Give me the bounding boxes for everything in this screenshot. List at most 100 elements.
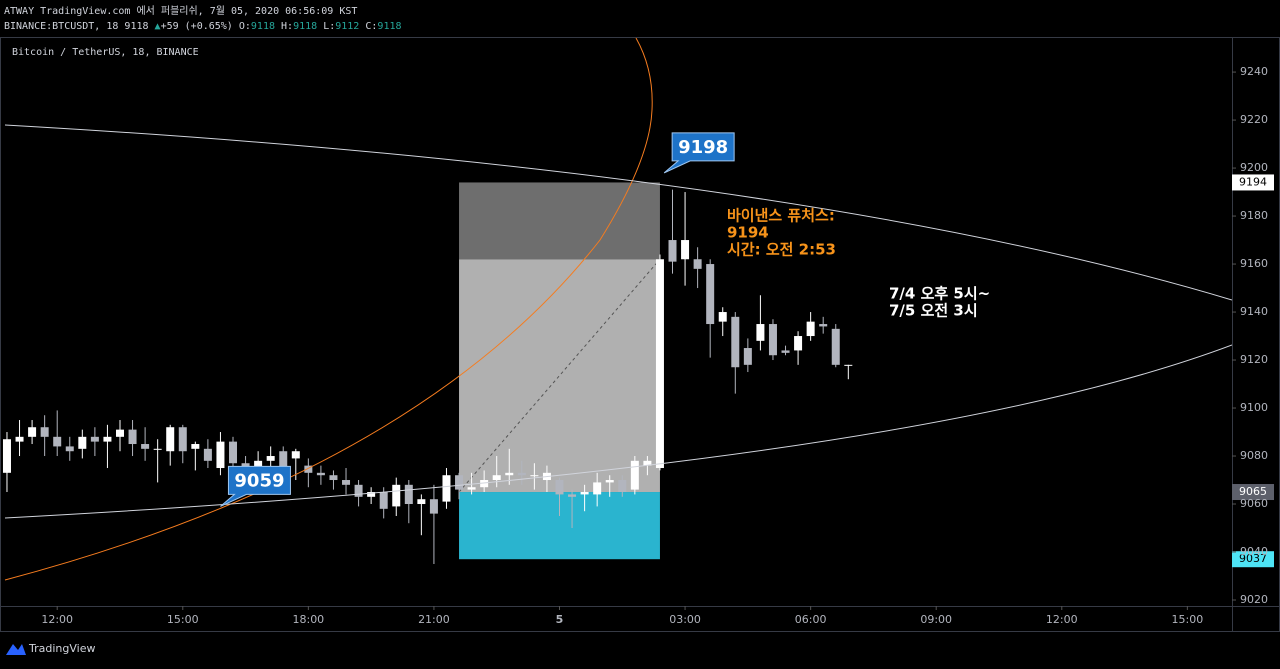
y-tick-label: 9200 <box>1240 161 1268 174</box>
ohlc-value: 9118 <box>293 21 317 32</box>
candle-body <box>593 482 602 495</box>
x-tick-label: 03:00 <box>669 613 701 626</box>
price-label-bg <box>1232 174 1274 191</box>
candle-body <box>681 240 690 260</box>
candle-body <box>178 427 187 452</box>
candle-body <box>467 487 476 490</box>
candle-body <box>505 472 514 476</box>
candle-body <box>442 475 451 502</box>
x-tick-label: 15:00 <box>167 613 199 626</box>
candle-body <box>530 475 539 477</box>
callout-label: 9059 <box>234 470 284 491</box>
candle-body <box>806 321 815 337</box>
candle-body <box>329 475 338 481</box>
candle-body <box>141 444 150 449</box>
x-tick-label: 06:00 <box>795 613 827 626</box>
candle-body <box>768 324 777 356</box>
candle-body <box>794 336 803 351</box>
candle-body <box>28 427 37 437</box>
x-tick-label: 09:00 <box>920 613 952 626</box>
ellipse-bottom <box>4 344 1232 519</box>
candle-body <box>115 429 124 437</box>
y-tick-label: 9220 <box>1240 113 1268 126</box>
price-label-bg <box>1232 484 1274 501</box>
price-label: 9065 <box>1239 485 1267 498</box>
candle-body <box>706 264 715 325</box>
candle-body <box>756 324 765 341</box>
candle-body <box>153 448 162 450</box>
ohlc-value: 9118 <box>377 21 401 32</box>
candle-body <box>844 364 853 366</box>
y-tick-label: 9100 <box>1240 401 1268 414</box>
candle-body <box>831 328 840 365</box>
candle-body <box>555 480 564 495</box>
last-price: 9118 <box>124 21 148 32</box>
candle-body <box>743 348 752 365</box>
footer-logo: TradingView <box>6 642 95 655</box>
candle-body <box>731 316 740 368</box>
annotation-orange: 9194 <box>727 224 769 242</box>
price-label: 9037 <box>1239 552 1267 565</box>
candle-body <box>166 427 175 452</box>
ohlc-label: H: <box>281 21 293 32</box>
candle-body <box>128 429 137 445</box>
symbol: BINANCE:BTCUSDT, 18 <box>4 21 118 32</box>
candle-body <box>229 441 238 464</box>
ohlc-label: C: <box>365 21 377 32</box>
annotation-orange: 시간: 오전 2:53 <box>727 241 836 259</box>
y-tick-label: 9120 <box>1240 353 1268 366</box>
price-label-bg <box>1232 551 1274 568</box>
chart-title: Bitcoin / TetherUS, 18, BINANCE <box>12 47 199 58</box>
x-tick-label: 12:00 <box>41 613 73 626</box>
candle-body <box>655 259 664 469</box>
candle-body <box>90 436 99 442</box>
candle-body <box>618 480 627 493</box>
callout-box <box>663 132 735 174</box>
price-label: 9194 <box>1239 175 1267 188</box>
candle-body <box>15 436 24 442</box>
header-quote: BINANCE:BTCUSDT, 18 9118 ▲+59 (+0.65%) O… <box>4 21 402 32</box>
candle-body <box>429 499 438 514</box>
y-tick-label: 9060 <box>1240 497 1268 510</box>
change: +59 (+0.65%) <box>161 21 233 32</box>
candle-body <box>781 350 790 353</box>
candle-body <box>605 480 614 483</box>
ohlc-label: O: <box>239 21 251 32</box>
brand: TradingView <box>28 642 95 655</box>
candle-body <box>417 499 426 505</box>
candle-body <box>517 472 526 476</box>
y-tick-label: 9160 <box>1240 257 1268 270</box>
candle-body <box>203 448 212 461</box>
candle-body <box>254 460 263 471</box>
candle-body <box>580 492 589 495</box>
x-tick-label: 5 <box>556 613 564 626</box>
candle-body <box>279 451 288 469</box>
candle-body <box>65 446 74 452</box>
target-zone-filled <box>459 182 660 260</box>
y-tick-label: 9140 <box>1240 305 1268 318</box>
y-tick-label: 9180 <box>1240 209 1268 222</box>
candle-body <box>455 475 464 490</box>
up-arrow: ▲ <box>155 21 161 32</box>
candle-body <box>367 492 376 497</box>
candle-body <box>568 494 577 497</box>
x-tick-label: 12:00 <box>1046 613 1078 626</box>
annotation-white: 7/4 오후 5시~ <box>889 285 990 303</box>
annotation-orange: 바이낸스 퓨처스: <box>727 207 835 225</box>
candle-body <box>78 436 87 449</box>
candle-body <box>2 439 11 473</box>
candle-body <box>718 312 727 322</box>
candle-body <box>316 472 325 476</box>
candle-body <box>342 480 351 485</box>
candle-body <box>216 441 225 469</box>
ellipse-top <box>4 124 1232 301</box>
logo-icon <box>6 644 26 655</box>
candle-body <box>266 456 275 461</box>
callout-label: 9198 <box>678 137 728 158</box>
y-tick-label: 9020 <box>1240 593 1268 606</box>
candle-body <box>392 484 401 507</box>
x-tick-label: 18:00 <box>292 613 324 626</box>
candle-body <box>819 324 828 327</box>
